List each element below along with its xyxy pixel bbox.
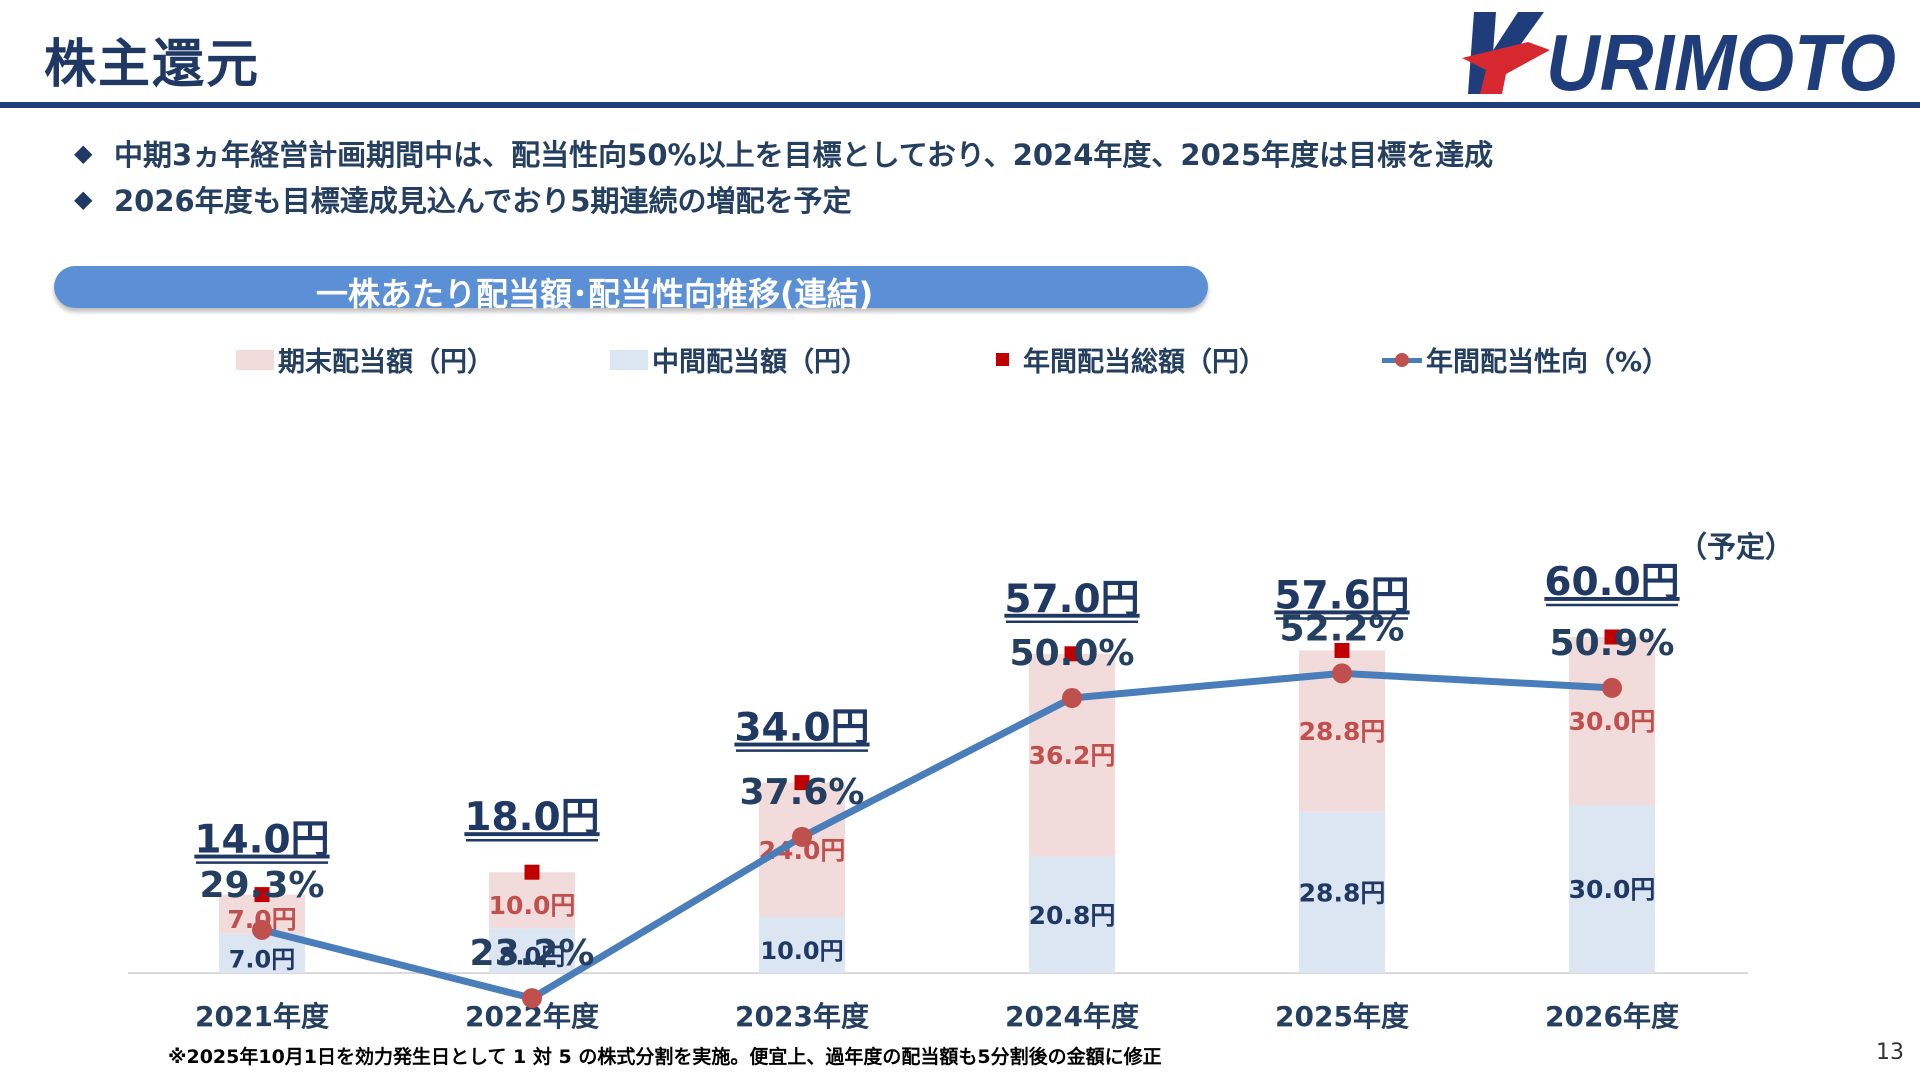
bar-label-term-end: 28.8円 xyxy=(1299,717,1386,746)
bar-interim xyxy=(759,917,845,973)
legend-swatch-payout-ratio xyxy=(1382,350,1422,370)
chart-title: 一株あたり配当額･配当性向推移(連結) xyxy=(316,275,874,313)
x-tick-label: 2026年度 xyxy=(1545,1000,1679,1033)
annual-total-label: 57.0円 xyxy=(1004,577,1139,622)
bullet-text: 2026年度も目標達成見込んでおり5期連続の増配を予定 xyxy=(114,184,852,218)
legend-label: 年間配当総額（円） xyxy=(1023,347,1266,378)
bar-label-term-end: 36.2円 xyxy=(1029,741,1116,770)
legend-swatch-annual-total xyxy=(996,353,1009,366)
annual-total-label: 60.0円 xyxy=(1544,560,1679,605)
bullet-list: ◆ 中期3ヵ年経営計画期間中は、配当性向50%以上を目標としており、2024年度… xyxy=(74,130,1493,222)
bullet-item: ◆ 2026年度も目標達成見込んでおり5期連続の増配を予定 xyxy=(74,176,1493,222)
bar-label-interim: 8.0円 xyxy=(499,943,566,971)
payout-ratio-point xyxy=(522,988,542,1009)
bar-label-interim: 20.8円 xyxy=(1029,901,1116,930)
annual-total-label: 57.6円 xyxy=(1274,573,1409,618)
x-tick-label: 2024年度 xyxy=(1005,1000,1139,1033)
payout-ratio-point xyxy=(1332,663,1352,684)
annual-total-marker xyxy=(794,775,810,791)
legend-interim: 中間配当額（円） xyxy=(610,340,868,379)
payout-ratio-point xyxy=(792,826,812,847)
bar-label-term-end: 10.0円 xyxy=(489,891,576,920)
bar-term-end xyxy=(489,872,575,929)
annual-total-label: 34.0円 xyxy=(734,706,869,751)
bar-term-end xyxy=(1029,653,1115,857)
legend-label: 期末配当額（円） xyxy=(278,347,494,378)
bar-label-interim: 28.8円 xyxy=(1299,878,1386,907)
payout-ratio-label: 50.9% xyxy=(1550,623,1675,664)
x-tick-label: 2025年度 xyxy=(1275,1000,1409,1033)
payout-ratio-label: 37.6% xyxy=(740,772,865,813)
payout-ratio-point xyxy=(1062,688,1082,708)
bar-term-end xyxy=(759,782,845,917)
annual-total-marker xyxy=(254,887,270,903)
svg-text:URIMOTO: URIMOTO xyxy=(1546,18,1896,100)
bar-interim xyxy=(1299,811,1385,973)
bar-label-interim: 7.0円 xyxy=(229,945,296,973)
payout-ratio-label: 29.3% xyxy=(200,865,325,906)
page-number: 13 xyxy=(1876,1040,1904,1065)
legend-swatch-term-end xyxy=(236,349,274,370)
kurimoto-logo: URIMOTO xyxy=(1462,4,1902,107)
annual-total-marker xyxy=(1064,646,1080,662)
legend-label: 年間配当性向（%） xyxy=(1426,347,1670,378)
annual-total-marker xyxy=(524,864,540,880)
chart-title-banner: 一株あたり配当額･配当性向推移(連結) xyxy=(54,266,1208,313)
legend-payout-ratio: 年間配当性向（%） xyxy=(1382,340,1669,379)
bar-interim xyxy=(489,928,575,973)
payout-ratio-point xyxy=(1602,677,1622,698)
page-title: 株主還元 xyxy=(44,35,261,95)
bar-label-term-end: 30.0円 xyxy=(1569,707,1656,736)
bullet-item: ◆ 中期3ヵ年経営計画期間中は、配当性向50%以上を目標としており、2024年度… xyxy=(74,130,1493,176)
bullet-text: 中期3ヵ年経営計画期間中は、配当性向50%以上を目標としており、2024年度、2… xyxy=(114,138,1494,172)
annual-total-marker xyxy=(1604,629,1620,645)
bar-interim xyxy=(1569,805,1655,973)
bar-term-end xyxy=(1569,637,1655,805)
legend-term-end: 期末配当額（円） xyxy=(236,340,494,379)
forecast-note: （予定） xyxy=(1678,530,1794,564)
diamond-icon: ◆ xyxy=(74,185,93,213)
annual-total-label: 14.0円 xyxy=(194,818,329,863)
x-tick-label: 2021年度 xyxy=(195,1000,329,1033)
bar-interim xyxy=(1029,856,1115,973)
bar-label-interim: 10.0円 xyxy=(760,937,843,965)
payout-ratio-label: 50.0% xyxy=(1010,633,1135,674)
annual-total-label: 18.0円 xyxy=(464,795,599,840)
legend-swatch-interim xyxy=(610,349,648,370)
bar-label-interim: 30.0円 xyxy=(1569,875,1656,904)
payout-ratio-label: 23.2% xyxy=(470,933,595,974)
payout-ratio-label: 52.2% xyxy=(1280,608,1405,649)
payout-ratio-line xyxy=(258,669,1616,1002)
title-divider xyxy=(0,102,1920,108)
annual-total-marker xyxy=(1334,642,1350,658)
x-tick-label: 2023年度 xyxy=(735,1000,869,1033)
chart-legend: 期末配当額（円） 中間配当額（円） 年間配当総額（円） 年間配当性向（%） xyxy=(0,340,1920,380)
footnote: ※2025年10月1日を効力発生日として 1 対 5 の株式分割を実施。便宜上、… xyxy=(168,1046,1162,1068)
legend-label: 中間配当額（円） xyxy=(652,347,868,378)
diamond-icon: ◆ xyxy=(74,139,93,167)
payout-ratio-point xyxy=(252,919,272,940)
legend-annual-total: 年間配当総額（円） xyxy=(988,340,1266,379)
